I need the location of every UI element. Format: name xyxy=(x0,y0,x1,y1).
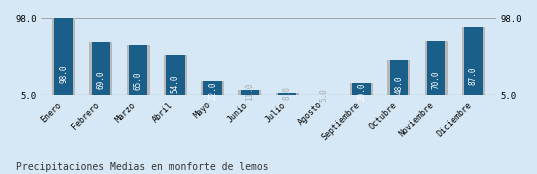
Text: Precipitaciones Medias en monforte de lemos: Precipitaciones Medias en monforte de le… xyxy=(16,162,268,172)
Bar xyxy=(350,83,373,95)
Bar xyxy=(201,81,224,95)
Text: 69.0: 69.0 xyxy=(97,71,105,89)
Bar xyxy=(204,81,222,95)
Bar xyxy=(352,83,371,95)
Bar xyxy=(52,18,75,95)
Bar xyxy=(127,45,150,95)
Text: 11.0: 11.0 xyxy=(245,83,255,101)
Bar xyxy=(166,54,185,95)
Bar xyxy=(238,90,262,95)
Bar xyxy=(92,42,110,95)
Text: 87.0: 87.0 xyxy=(469,67,478,85)
Text: 98.0: 98.0 xyxy=(59,64,68,83)
Bar xyxy=(425,41,448,95)
Bar xyxy=(275,93,299,95)
Bar xyxy=(387,60,410,95)
Bar xyxy=(464,27,483,95)
Text: 5.0: 5.0 xyxy=(320,88,329,102)
Text: 54.0: 54.0 xyxy=(171,74,180,93)
Bar xyxy=(278,93,296,95)
Bar xyxy=(241,90,259,95)
Bar xyxy=(164,54,187,95)
Text: 70.0: 70.0 xyxy=(432,71,440,89)
Text: 8.0: 8.0 xyxy=(282,86,292,100)
Bar xyxy=(427,41,445,95)
Bar xyxy=(89,42,112,95)
Bar xyxy=(389,60,408,95)
Text: 48.0: 48.0 xyxy=(394,76,403,94)
Bar xyxy=(54,18,73,95)
Bar xyxy=(129,45,148,95)
Text: 20.0: 20.0 xyxy=(357,82,366,101)
Bar xyxy=(462,27,485,95)
Text: 22.0: 22.0 xyxy=(208,82,217,100)
Text: 65.0: 65.0 xyxy=(134,72,143,90)
